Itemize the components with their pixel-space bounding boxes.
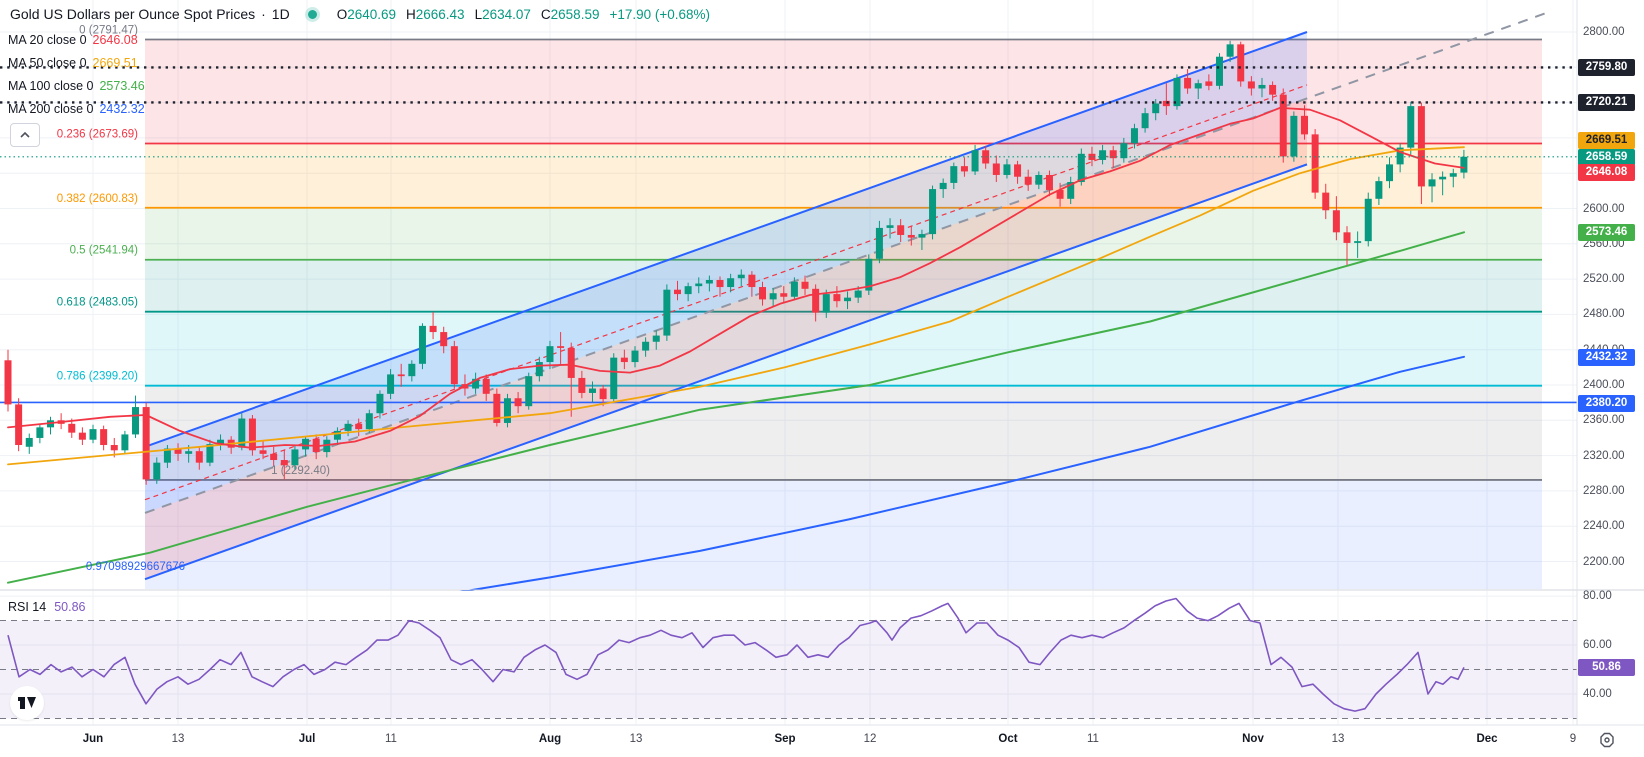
time-tick-label[interactable]: 12: [863, 733, 877, 745]
price-tick-label[interactable]: 2280.00: [1583, 484, 1625, 497]
title-separator: ·: [261, 6, 266, 22]
price-tick-label[interactable]: 2560.00: [1583, 237, 1625, 250]
main-pane: [0, 0, 1577, 591]
time-tick-label[interactable]: Jul: [298, 733, 316, 745]
candles-series[interactable]: [4, 40, 1468, 485]
price-badge: 2432.32: [1578, 348, 1635, 366]
tradingview-glyph: [18, 697, 36, 709]
price-badge: 2669.51: [1578, 131, 1635, 149]
fib-level-label[interactable]: 0 (2791.47): [79, 25, 138, 37]
symbol-header: Gold US Dollars per Ounce Spot Prices · …: [10, 6, 710, 22]
open-prefix: O: [336, 6, 348, 22]
fib-level-label[interactable]: 0.236 (2673.69): [57, 128, 138, 140]
rsi-tick-label[interactable]: 60.00: [1583, 639, 1612, 652]
price-tick-label[interactable]: 2600.00: [1583, 202, 1625, 215]
rsi-legend-row[interactable]: RSI 14 50.86: [8, 600, 86, 614]
ma-legend-row-200[interactable]: MA 200 close 0 2432.32: [8, 102, 145, 117]
price-badge: 2380.20: [1578, 394, 1635, 412]
overlay-labels: 0 (2791.47) 0.236 (2673.69) 0.382 (2600.83…: [57, 25, 330, 573]
fib-level-label[interactable]: 0.382 (2600.83): [57, 193, 138, 205]
price-tick-label[interactable]: 2360.00: [1583, 414, 1625, 427]
time-tick-label[interactable]: 13: [1331, 733, 1345, 745]
price-tick-label[interactable]: 2240.00: [1583, 520, 1625, 533]
fib-retracement: [145, 38, 1542, 589]
ma-20-label: MA 20 close 0: [8, 33, 87, 47]
price-badge: 2759.80: [1578, 58, 1635, 76]
ma-100-label: MA 100 close 0: [8, 79, 94, 93]
time-tick-label[interactable]: 13: [171, 733, 185, 745]
time-tick-label[interactable]: Sep: [774, 733, 796, 745]
price-tick-label[interactable]: 2520.00: [1583, 273, 1625, 286]
close-prefix: C: [540, 6, 551, 22]
ma-100-line: [7, 231, 1465, 584]
interval-label[interactable]: 1D: [271, 6, 290, 22]
price-tick-label[interactable]: 2800.00: [1583, 26, 1625, 38]
low-prefix: L: [474, 6, 483, 22]
close-value: 2658.59: [550, 6, 600, 22]
fib-level-label[interactable]: 0.5 (2541.94): [70, 245, 139, 257]
rsi-line: [7, 597, 1465, 712]
rsi-label: RSI 14: [8, 600, 47, 614]
channel-level-label[interactable]: 0.97098929667676: [86, 561, 185, 573]
change-value: +17.90 (+0.68%): [609, 6, 711, 22]
price-tick-label[interactable]: 2200.00: [1583, 555, 1625, 568]
rsi-tick-label[interactable]: 40.00: [1583, 687, 1612, 700]
ma-50-label: MA 50 close 0: [8, 56, 87, 70]
chevron-up-icon: [20, 132, 30, 138]
ma-200-label: MA 200 close 0: [8, 102, 94, 116]
fib-level-label[interactable]: 0.786 (2399.20): [57, 371, 138, 383]
price-badge: 50.86: [1578, 658, 1635, 676]
ma-20-value: 2646.08: [92, 33, 138, 47]
ma-50-value: 2669.51: [92, 56, 138, 70]
time-tick-label[interactable]: Aug: [538, 733, 562, 745]
time-tick-label[interactable]: 13: [629, 733, 643, 745]
price-badge: 2573.46: [1578, 223, 1635, 241]
open-value: 2640.69: [347, 6, 397, 22]
price-tick-label[interactable]: 2400.00: [1583, 379, 1625, 391]
high-value: 2666.43: [415, 6, 465, 22]
rsi-value: 50.86: [54, 600, 86, 614]
market-status-icon: [307, 9, 317, 19]
symbol-title[interactable]: Gold US Dollars per Ounce Spot Prices: [10, 6, 256, 22]
settings-gear-icon[interactable]: [1598, 731, 1618, 751]
fib-level-label[interactable]: 0.618 (2483.05): [57, 297, 138, 309]
time-tick-label[interactable]: 9: [1569, 733, 1577, 745]
time-tick-label[interactable]: Nov: [1242, 733, 1264, 745]
time-tick-label[interactable]: 11: [385, 733, 397, 745]
price-badge: 2658.59: [1578, 148, 1635, 166]
ma-50-line: [7, 146, 1465, 466]
ma-100-value: 2573.46: [99, 79, 145, 93]
rsi-tick-label[interactable]: 80.00: [1583, 590, 1612, 603]
price-badge: 2720.21: [1578, 93, 1635, 111]
ma-200-line: [459, 355, 1465, 591]
high-prefix: H: [406, 6, 416, 22]
price-badge: 2646.08: [1578, 163, 1635, 181]
time-tick-label[interactable]: 11: [1087, 733, 1099, 745]
time-tick-label[interactable]: Jun: [82, 733, 104, 745]
time-tick-label[interactable]: Dec: [1476, 733, 1498, 745]
ma-legend-row-50[interactable]: MA 50 close 0 2669.51: [8, 56, 138, 71]
collapse-indicators-button[interactable]: [10, 123, 40, 147]
ma-200-value: 2432.32: [99, 102, 145, 116]
ma-legend-row-20[interactable]: MA 20 close 0 2646.08: [8, 33, 138, 48]
price-tick-label[interactable]: 2480.00: [1583, 308, 1625, 321]
ma-20-line: [7, 107, 1465, 449]
fib-level-label[interactable]: 1 (2292.40): [271, 465, 330, 477]
tradingview-logo-icon[interactable]: [10, 686, 44, 720]
rsi-pane: [0, 591, 1577, 725]
price-tick-label[interactable]: 2320.00: [1583, 449, 1625, 462]
low-value: 2634.07: [482, 6, 531, 22]
trend-channel: [144, 12, 1546, 581]
rsi-grid-lines: [0, 591, 1577, 725]
ma-legend-row-100[interactable]: MA 100 close 0 2573.46: [8, 79, 145, 94]
ohlc-values: O2640.69 H2666.43 L2634.07 C2658.59 +17.…: [337, 7, 710, 22]
time-tick-label[interactable]: Oct: [998, 733, 1018, 745]
